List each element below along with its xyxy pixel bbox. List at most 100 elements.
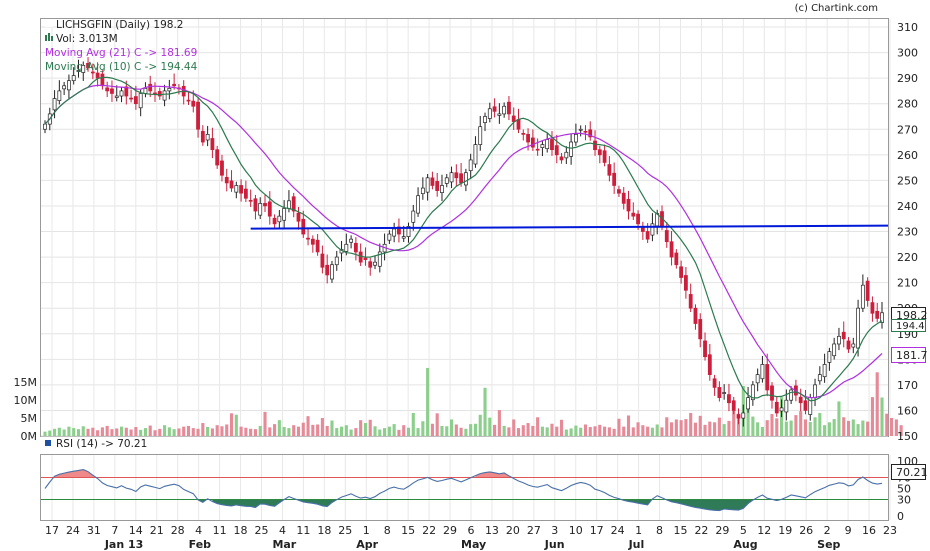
volume-bar — [86, 428, 90, 436]
volume-bar — [201, 423, 205, 436]
volume-bar — [799, 411, 803, 436]
x-tick-label: 1 — [363, 524, 370, 537]
price-tick-label: 210 — [897, 277, 918, 290]
volume-bar — [234, 414, 238, 436]
candle-body — [617, 189, 621, 194]
candle-body — [860, 284, 865, 309]
candle-body — [90, 71, 95, 74]
volume-bar — [607, 427, 611, 436]
candle-body — [875, 310, 880, 319]
candle-body — [583, 130, 588, 133]
candle-body — [463, 172, 468, 186]
volume-bar — [67, 426, 71, 436]
axes: 3103002902802702602502402302202102001901… — [14, 21, 919, 551]
volume-bar — [139, 429, 143, 436]
volume-bar — [430, 423, 434, 436]
candle-body — [679, 266, 684, 278]
volume-bar — [119, 426, 124, 436]
ma21-label: Moving Avg (21) C -> 181.69 — [45, 47, 197, 59]
x-tick-label: 5 — [740, 524, 747, 537]
volume-bar — [311, 424, 315, 436]
candle-body — [449, 172, 454, 183]
volume-bar — [488, 417, 492, 436]
x-tick-label: 15 — [674, 524, 688, 537]
volume-bar — [454, 424, 458, 436]
candle-body — [119, 90, 124, 97]
candle-body — [186, 99, 191, 102]
candle-body — [664, 230, 669, 243]
x-tick-label: 12 — [757, 524, 771, 537]
candle-body — [817, 374, 822, 382]
candle-body — [717, 387, 722, 399]
candle-body — [636, 213, 640, 225]
volume-bar — [196, 428, 200, 436]
candle-body — [856, 307, 860, 349]
volume-bar — [775, 418, 779, 436]
volume-bar — [846, 420, 851, 436]
candle-body — [612, 172, 617, 186]
volume-bar — [521, 425, 525, 436]
volume-bar — [736, 413, 741, 436]
candle-body — [607, 164, 612, 176]
candle-body — [157, 91, 162, 97]
candle-body — [683, 275, 688, 291]
candle-body — [827, 351, 832, 363]
candle-body — [234, 185, 239, 193]
candle-body — [272, 217, 277, 225]
candle-body — [282, 208, 287, 221]
volume-bar — [459, 427, 463, 436]
volume-bar — [445, 426, 449, 436]
volume-bar — [732, 410, 736, 436]
candle-body — [52, 98, 57, 111]
candle-body — [865, 280, 870, 301]
volume-bar — [813, 417, 817, 436]
candle-body — [688, 294, 693, 309]
price-tick-label: 260 — [897, 149, 918, 162]
volume-bar — [540, 426, 544, 436]
volume-bar — [794, 415, 798, 436]
price-tick-label: 270 — [897, 123, 918, 136]
candle-body — [497, 113, 502, 116]
candle-body — [564, 151, 569, 159]
volume-bar — [406, 427, 411, 436]
volume-bar — [497, 410, 501, 436]
candle-body — [301, 218, 306, 235]
candle-body — [67, 80, 71, 91]
candle-body — [306, 237, 310, 240]
candle-body — [545, 139, 550, 150]
candle-body — [425, 177, 430, 193]
x-tick-label: 26 — [799, 524, 813, 537]
volume-bar — [526, 423, 530, 436]
volume-bar — [574, 425, 578, 436]
volume-tick-label: 15M — [14, 376, 38, 389]
volume-bar — [760, 427, 764, 436]
volume-bar — [373, 426, 377, 436]
volume-bar — [306, 416, 310, 436]
volume-bar — [617, 418, 621, 436]
volume-bar — [335, 428, 339, 436]
x-tick-label: 6 — [468, 524, 475, 537]
x-tick-label: 22 — [422, 524, 436, 537]
volume-bar — [703, 424, 707, 436]
candle-body — [229, 180, 234, 189]
volume-bar — [397, 429, 401, 436]
volume-bar — [229, 413, 234, 436]
volume-bar — [392, 424, 396, 436]
volume-bar — [320, 418, 324, 436]
volume-bar — [57, 427, 61, 436]
price-tick-label: 280 — [897, 98, 918, 111]
candle-body — [554, 145, 559, 156]
candle-body — [588, 129, 593, 138]
volume-bar — [559, 419, 564, 436]
x-tick-label: 21 — [150, 524, 164, 537]
ma10-value-box — [891, 319, 926, 332]
volume-bar — [143, 428, 147, 436]
candle-body — [196, 101, 200, 130]
candle-body — [626, 198, 631, 212]
volume-bars — [43, 367, 903, 436]
volume-bar — [469, 424, 473, 436]
volume-bar — [693, 422, 698, 436]
volume-bar — [689, 412, 693, 436]
volume-bar — [258, 425, 262, 436]
x-tick-label: 17 — [45, 524, 59, 537]
